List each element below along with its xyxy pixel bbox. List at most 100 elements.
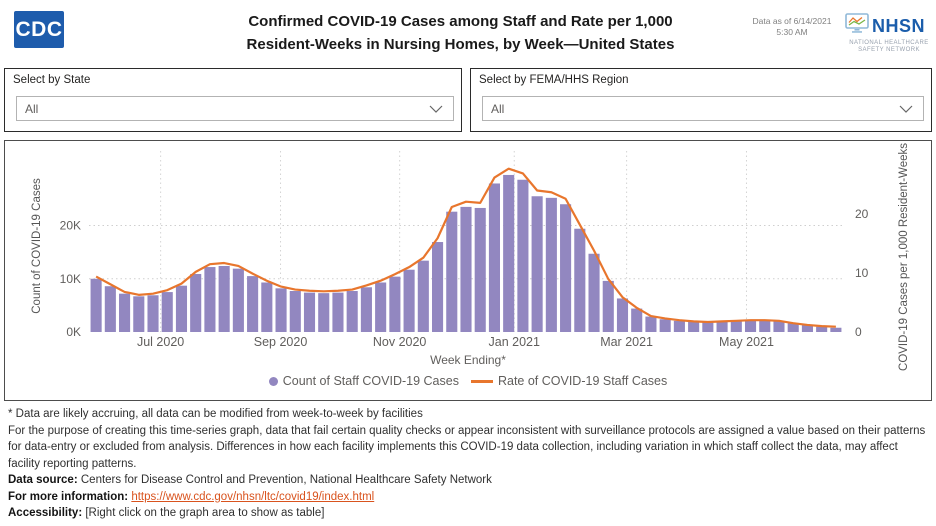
legend-item: Count of Staff COVID-19 Cases — [268, 374, 459, 388]
more-info-label: For more information: — [8, 490, 129, 503]
bar-week-21[interactable] — [375, 282, 387, 332]
filter-card-state: Select by State All — [4, 68, 462, 132]
x-tick-label: May 2021 — [719, 335, 774, 349]
bar-week-10[interactable] — [218, 265, 230, 332]
bar-week-6[interactable] — [161, 292, 173, 332]
more-info-link[interactable]: https://www.cdc.gov/nhsn/ltc/covid19/ind… — [131, 490, 375, 503]
bar-week-28[interactable] — [474, 207, 486, 332]
bar-week-5[interactable] — [147, 295, 159, 332]
bar-week-11[interactable] — [232, 268, 244, 332]
bar-week-18[interactable] — [332, 292, 344, 332]
page-title-line1: Confirmed COVID-19 Cases among Staff and… — [248, 13, 673, 30]
bar-week-8[interactable] — [190, 273, 202, 332]
bar-week-43[interactable] — [688, 321, 700, 332]
bar-week-16[interactable] — [303, 292, 316, 332]
bar-week-22[interactable] — [389, 276, 401, 332]
chart-plot-area[interactable]: Jul 2020 Sep 2020 Nov 2020 Jan 2021 Mar 2021… — [5, 141, 931, 352]
filter-card-region: Select by FEMA/HHS Region All — [470, 68, 932, 132]
note-methodology: For the purpose of creating this time-se… — [8, 424, 926, 470]
bar-week-17[interactable] — [318, 293, 330, 332]
nhsn-monitor-icon — [845, 13, 870, 39]
bar-week-3[interactable] — [119, 293, 131, 332]
bar-week-9[interactable] — [204, 267, 216, 332]
bar-week-45[interactable] — [716, 321, 728, 332]
nhsn-logo: NHSN NATIONAL HEALTHCARE SAFETY NETWORK — [845, 13, 933, 54]
state-dropdown[interactable]: All — [16, 96, 454, 121]
legend-label: Count of Staff COVID-19 Cases — [282, 374, 459, 388]
y-axis-title-left: Count of COVID-19 Cases — [31, 178, 43, 314]
bar-week-41[interactable] — [659, 319, 671, 332]
bar-week-31[interactable] — [517, 179, 529, 332]
y-right-tick-label: 20 — [855, 207, 869, 221]
region-dropdown[interactable]: All — [482, 96, 924, 121]
more-info-line: For more information: https://www.cdc.go… — [8, 489, 930, 506]
x-tick-label: Mar 2021 — [600, 335, 653, 349]
bar-week-30[interactable] — [503, 174, 515, 332]
filter-region-label: Select by FEMA/HHS Region — [479, 74, 629, 86]
y-right-tick-label: 0 — [855, 325, 862, 339]
data-source-label: Data source: — [8, 474, 78, 486]
footer-notes: * Data are likely accruing, all data can… — [8, 406, 930, 522]
x-tick-label: Sep 2020 — [254, 335, 308, 349]
bar-week-33[interactable] — [545, 197, 557, 332]
x-tick-label: Jan 2021 — [489, 335, 540, 349]
bar-week-12[interactable] — [247, 276, 259, 332]
y-axis-title-right: COVID-19 Cases per 1,000 Resident-Weeks — [898, 143, 910, 371]
bar-week-44[interactable] — [702, 322, 714, 332]
accessibility-label: Accessibility: — [8, 507, 83, 519]
bar-week-14[interactable] — [275, 288, 287, 332]
bar-week-40[interactable] — [645, 316, 657, 332]
nhsn-wordmark: NHSN — [872, 15, 926, 36]
bar-week-48[interactable] — [759, 320, 771, 332]
filter-state-label: Select by State — [13, 74, 91, 86]
bar-week-38[interactable] — [616, 298, 629, 332]
cdc-logo-text: CDC — [15, 17, 63, 41]
y-left-tick-label: 20K — [60, 219, 81, 233]
bar-week-24[interactable] — [417, 260, 429, 332]
legend-label: Rate of COVID-19 Staff Cases — [497, 374, 668, 388]
bar-week-23[interactable] — [403, 269, 415, 332]
bar-week-42[interactable] — [673, 320, 685, 332]
bar-week-37[interactable] — [602, 280, 614, 332]
bar-week-36[interactable] — [588, 253, 600, 332]
bar-week-47[interactable] — [744, 320, 757, 332]
y-right-tick-label: 10 — [855, 266, 869, 280]
bar-week-19[interactable] — [346, 291, 358, 332]
bar-week-2[interactable] — [104, 286, 116, 332]
x-axis-title: Week Ending* — [430, 353, 506, 367]
bar-week-20[interactable] — [360, 287, 372, 332]
bar-week-7[interactable] — [175, 285, 188, 332]
bar-week-4[interactable] — [133, 296, 145, 332]
bar-week-15[interactable] — [289, 291, 301, 332]
y-left-tick-label: 10K — [60, 272, 81, 286]
bar-week-1[interactable] — [90, 278, 102, 332]
chevron-down-icon[interactable] — [429, 100, 443, 118]
rate-line[interactable] — [95, 167, 836, 328]
bar-week-34[interactable] — [560, 204, 572, 332]
legend-line-icon — [470, 379, 493, 383]
note-accruing: * Data are likely accruing, all data can… — [8, 408, 423, 420]
bar-week-53[interactable] — [830, 327, 842, 332]
bar-week-46[interactable] — [730, 321, 742, 332]
bar-week-29[interactable] — [488, 183, 501, 332]
x-tick-label: Nov 2020 — [373, 335, 427, 349]
legend-item: Rate of COVID-19 Staff Cases — [470, 374, 668, 388]
cdc-logo: CDC — [14, 11, 64, 48]
bar-week-52[interactable] — [816, 326, 828, 332]
bar-week-32[interactable] — [531, 196, 543, 332]
bar-week-25[interactable] — [431, 242, 444, 332]
bar-week-26[interactable] — [446, 211, 458, 332]
bar-week-49[interactable] — [773, 321, 785, 332]
bar-week-51[interactable] — [801, 325, 813, 332]
bar-week-27[interactable] — [460, 206, 472, 332]
bar-week-35[interactable] — [574, 228, 586, 332]
chevron-down-icon[interactable] — [899, 100, 913, 118]
nhsn-subtitle: NATIONAL HEALTHCARE SAFETY NETWORK — [849, 40, 929, 53]
bar-week-13[interactable] — [261, 282, 273, 332]
state-dropdown-value: All — [25, 101, 39, 116]
data-source-line: Data source: Centers for Disease Control… — [8, 474, 492, 486]
accessibility-line: Accessibility: [Right click on the graph… — [8, 507, 325, 519]
bar-week-39[interactable] — [631, 308, 643, 332]
bar-week-50[interactable] — [787, 323, 799, 332]
